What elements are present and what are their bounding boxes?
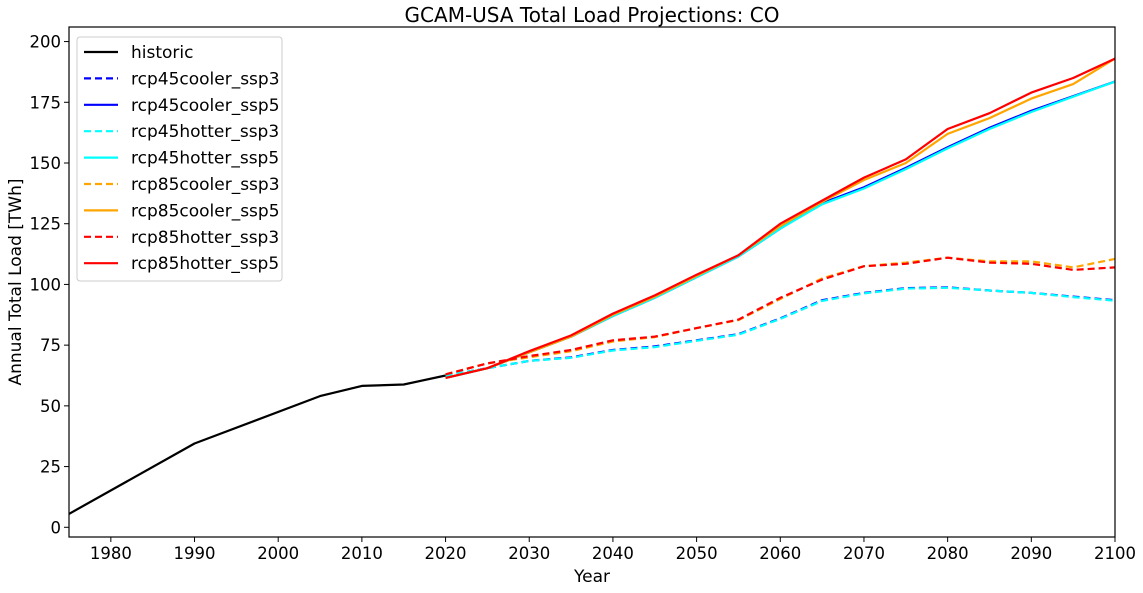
y-tick-label: 150 bbox=[30, 154, 62, 173]
legend-label-rcp85cooler-ssp5: rcp85cooler_ssp5 bbox=[131, 201, 280, 221]
legend-label-rcp45cooler-ssp3: rcp45cooler_ssp3 bbox=[131, 69, 280, 89]
x-tick-label: 1980 bbox=[90, 544, 132, 563]
x-tick-label: 1990 bbox=[174, 544, 216, 563]
series-line-rcp85cooler-ssp5 bbox=[445, 57, 1116, 379]
legend-label-rcp85hotter-ssp5: rcp85hotter_ssp5 bbox=[131, 254, 279, 274]
y-tick-label: 25 bbox=[40, 458, 61, 477]
y-tick-label: 175 bbox=[30, 93, 62, 112]
x-axis: 1980 1990 2000 2010 2020 2030 2040 2050 2060 2070… bbox=[90, 537, 1136, 563]
y-tick-label: 75 bbox=[40, 336, 61, 355]
x-tick-label: 2020 bbox=[425, 544, 467, 563]
x-tick-label: 2060 bbox=[759, 544, 801, 563]
y-tick-label: 50 bbox=[40, 397, 61, 416]
x-tick-label: 2030 bbox=[508, 544, 550, 563]
legend-label-rcp85hotter-ssp3: rcp85hotter_ssp3 bbox=[131, 228, 279, 248]
series-line-rcp45hotter-ssp5 bbox=[445, 80, 1116, 379]
series-line-rcp85hotter-ssp5 bbox=[445, 57, 1116, 379]
series-line-historic bbox=[68, 374, 446, 515]
y-tick-label: 100 bbox=[30, 275, 62, 294]
x-tick-label: 2010 bbox=[341, 544, 383, 563]
chart-title: GCAM-USA Total Load Projections: CO bbox=[405, 3, 780, 27]
y-tick-label: 0 bbox=[51, 518, 62, 537]
series-line-rcp45cooler-ssp3 bbox=[445, 286, 1116, 377]
y-axis: 0 25 50 75 100 125 150 175 200 bbox=[30, 33, 69, 537]
x-tick-label: 2100 bbox=[1094, 544, 1136, 563]
legend-label-rcp45cooler-ssp5: rcp45cooler_ssp5 bbox=[131, 96, 280, 116]
x-tick-label: 2090 bbox=[1010, 544, 1052, 563]
x-tick-label: 2070 bbox=[843, 544, 885, 563]
legend-label-rcp45hotter-ssp5: rcp45hotter_ssp5 bbox=[131, 149, 279, 169]
x-tick-label: 2040 bbox=[592, 544, 634, 563]
plot-frame bbox=[68, 26, 1116, 538]
x-tick-label: 2080 bbox=[927, 544, 969, 563]
legend-label-rcp85cooler-ssp3: rcp85cooler_ssp3 bbox=[131, 175, 280, 195]
y-axis-label: Annual Total Load [TWh] bbox=[6, 178, 26, 385]
legend-label-rcp45hotter-ssp3: rcp45hotter_ssp3 bbox=[131, 122, 279, 142]
legend-frame bbox=[76, 36, 283, 282]
x-tick-label: 2050 bbox=[676, 544, 718, 563]
plot-area bbox=[68, 26, 1116, 538]
legend: historic rcp45cooler_ssp3 rcp45cooler_ssp5… bbox=[76, 36, 283, 282]
series-layer bbox=[68, 57, 1116, 515]
series-line-rcp85cooler-ssp3 bbox=[445, 256, 1116, 376]
series-line-rcp45hotter-ssp3 bbox=[445, 286, 1116, 377]
x-axis-label: Year bbox=[573, 567, 610, 587]
y-tick-label: 200 bbox=[30, 33, 62, 52]
x-tick-label: 2000 bbox=[257, 544, 299, 563]
y-tick-label: 125 bbox=[30, 215, 62, 234]
series-line-rcp85hotter-ssp3 bbox=[445, 256, 1116, 376]
legend-label-historic: historic bbox=[131, 43, 193, 63]
